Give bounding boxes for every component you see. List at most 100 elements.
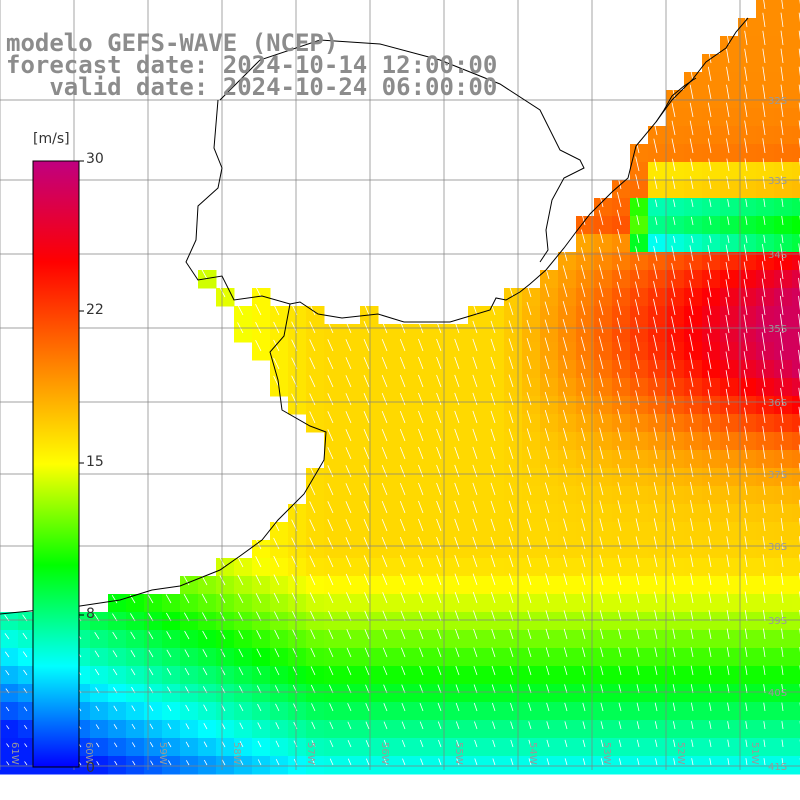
field-cell [576,720,595,739]
field-cell [576,630,595,649]
wind-arrow [671,445,676,460]
field-cell [684,504,703,523]
field-cell [720,90,739,109]
wind-arrow [327,555,334,568]
field-cell [306,540,325,559]
field-cell [774,288,793,307]
field-cell [702,666,721,685]
wind-arrow [726,138,730,154]
wind-arrow [726,628,730,640]
wind-arrow [436,374,442,388]
field-cell [648,270,667,289]
field-cell [738,306,757,325]
wind-arrow [725,407,730,424]
field-cell [648,702,667,721]
wind-arrow [257,759,262,766]
wind-arrow [635,390,640,406]
field-cell [360,630,379,649]
field-cell [486,576,505,595]
wind-arrow [309,483,316,496]
wind-arrow [762,48,766,64]
wind-arrow [437,721,442,730]
wind-arrow [329,740,334,748]
field-cell [774,738,793,757]
wind-arrow [436,446,442,460]
wind-arrow [418,555,424,568]
wind-arrow [690,665,694,676]
wind-arrow [726,102,730,118]
wind-arrow [255,303,262,316]
wind-arrow [599,464,604,478]
wind-arrow [473,628,478,640]
wind-arrow [528,721,532,730]
wind-arrow [275,759,280,766]
field-cell [594,252,613,271]
field-cell [396,666,415,685]
wind-arrow [744,30,748,46]
wind-arrow [582,721,586,730]
wind-arrow [527,591,532,604]
field-cell [558,684,577,703]
field-cell [540,432,559,451]
wind-arrow [779,331,784,352]
field-cell [324,342,343,361]
wind-arrow [762,572,766,586]
wind-arrow [400,647,406,658]
wind-arrow [148,631,154,640]
field-cell [792,738,800,757]
wind-arrow [508,446,514,460]
wind-arrow [600,739,604,748]
wind-arrow [309,555,316,568]
field-cell [702,198,721,217]
field-cell [738,414,757,433]
wind-arrow [309,393,316,406]
wind-arrow [580,229,586,244]
field-cell [630,756,649,775]
wind-arrow [309,375,316,388]
wind-arrow [381,536,388,550]
wind-arrow [581,409,586,424]
wind-arrow [130,650,136,658]
forecast-date: forecast date: 2024-10-14 12:00:00 [6,51,498,79]
wind-arrow [365,721,370,730]
field-cell [540,612,559,631]
field-cell [270,648,289,667]
field-cell [162,756,181,775]
wind-arrow [401,666,406,676]
wind-arrow [255,321,262,334]
wind-arrow [726,48,730,64]
field-cell [468,630,487,649]
wind-arrow [309,357,316,370]
wind-arrow [472,482,478,496]
field-cell [378,576,397,595]
wind-arrow [148,668,154,676]
field-cell [414,666,433,685]
field-cell [396,342,415,361]
field-cell [774,414,793,433]
wind-arrow [455,628,460,640]
wind-arrow [616,299,622,316]
field-cell [720,144,739,163]
wind-arrow [635,427,640,442]
wind-arrow [599,427,604,442]
field-cell [612,648,631,667]
lat-label: 35S [768,324,787,335]
field-cell [306,594,325,613]
field-cell [450,522,469,541]
field-cell [612,630,631,649]
field-cell [594,630,613,649]
field-cell [594,234,613,253]
field-cell [0,756,19,775]
field-cell [342,684,361,703]
field-cell [594,216,613,235]
field-cell [648,558,667,577]
field-cell [486,630,505,649]
field-cell [414,396,433,415]
wind-arrow [762,102,766,118]
wind-arrow [382,573,388,586]
field-cell [738,108,757,127]
wind-arrow [653,298,658,316]
field-cell [648,468,667,487]
field-cell [180,720,199,739]
field-cell [702,234,721,253]
